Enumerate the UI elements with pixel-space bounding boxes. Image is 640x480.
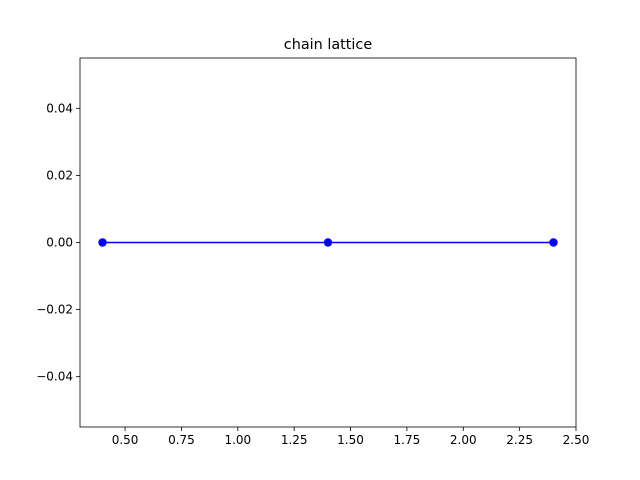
axis-ticks: 0.50 0.75 1.00 1.25 1.50 1.75 2.00 2.25 2.50 −0.0… [36,101,589,447]
x-tick-label: 1.75 [394,433,421,447]
x-tick-label: 1.25 [281,433,308,447]
data-point [323,238,333,247]
chart-title: chain lattice [284,37,373,53]
x-tick-label: 2.00 [450,433,477,447]
y-tick-label: 0.04 [46,101,73,115]
plot-area [98,238,558,247]
x-tick-label: 2.50 [563,433,590,447]
x-tick-label: 2.25 [506,433,533,447]
x-tick-label: 1.50 [337,433,364,447]
x-tick-label: 0.75 [168,433,195,447]
y-tick-label: −0.04 [36,370,73,384]
y-tick-label: 0.02 [46,168,73,182]
y-tick-label: 0.00 [46,236,73,250]
x-tick-label: 0.50 [112,433,139,447]
data-point [98,238,107,247]
data-point [549,238,558,247]
x-tick-label: 1.00 [224,433,251,447]
axes-frame [79,57,577,428]
y-tick-label: −0.02 [36,303,73,317]
